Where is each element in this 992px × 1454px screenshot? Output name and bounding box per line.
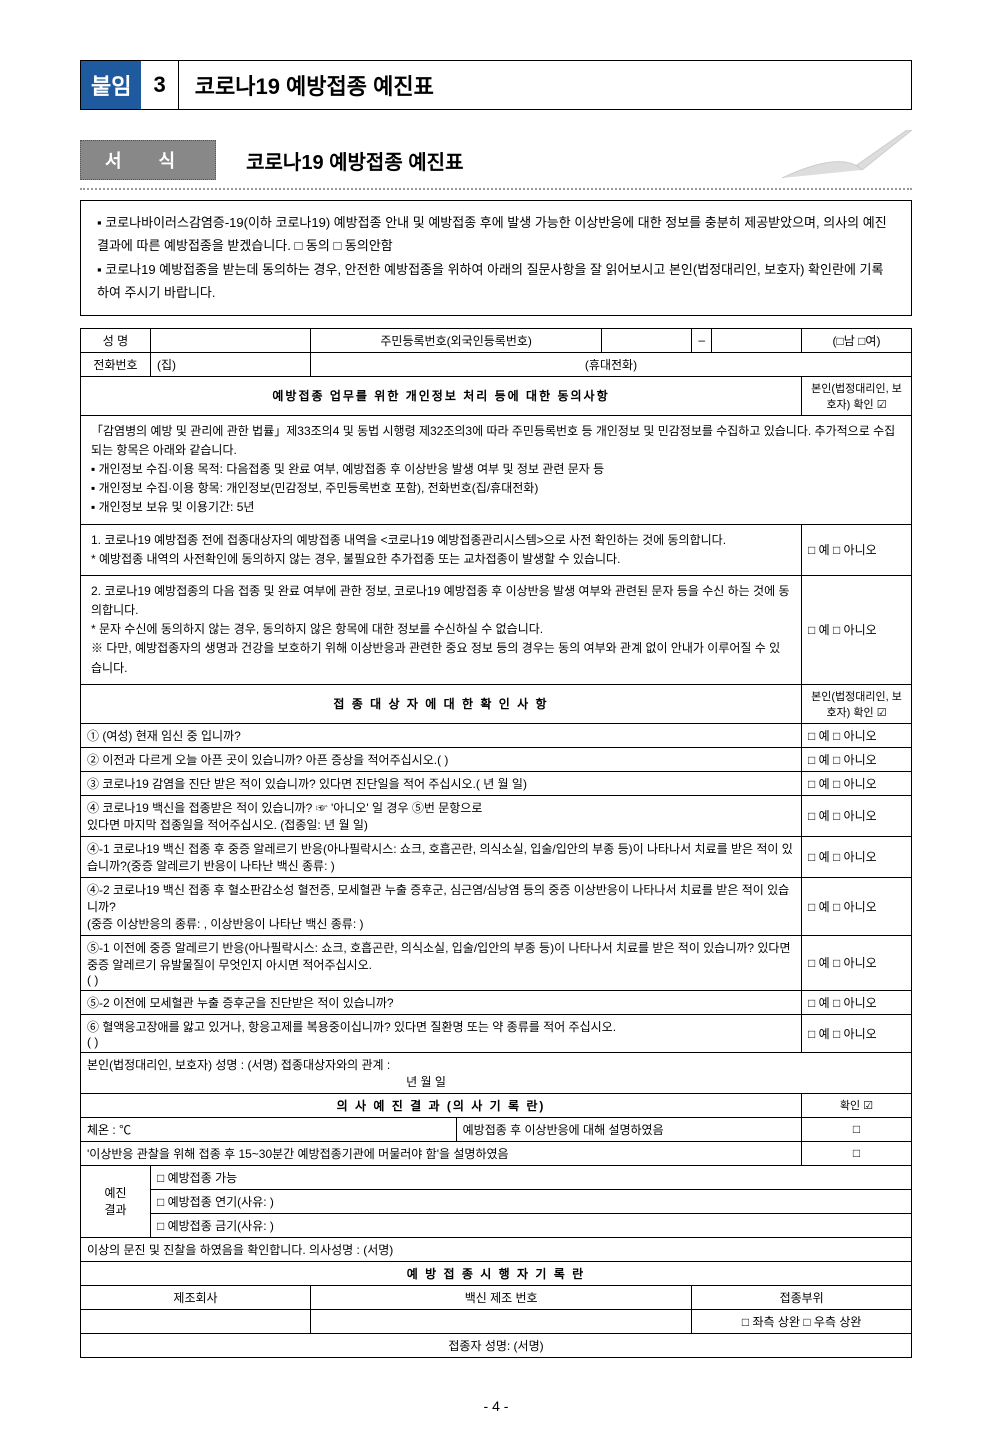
q4-2: ④-2 코로나19 백신 접종 후 혈소판감소성 혈전증, 모세혈관 누출 증후… — [81, 877, 802, 935]
name-label: 성 명 — [81, 328, 151, 352]
phone-mobile-label: (휴대전화) — [311, 352, 912, 376]
privacy-yn-1[interactable]: □ 예 □ 아니오 — [802, 524, 912, 575]
subject-confirm-header: 본인(법정대리인, 보호자) 확인 ☑ — [802, 684, 912, 723]
form-title-row: 서 식 코로나19 예방접종 예진표 — [80, 140, 912, 180]
result-label: 예진 결과 — [81, 1165, 151, 1237]
sign-date: 년 월 일 — [87, 1073, 905, 1090]
attachment-number: 3 — [141, 61, 178, 109]
phone-label: 전화번호 — [81, 352, 151, 376]
q6: ⑥ 혈액응고장애를 앓고 있거나, 항응고제를 복용중이십니까? 있다면 질환명… — [81, 1014, 802, 1052]
rrn-field-1[interactable] — [602, 328, 692, 352]
privacy-c1b: * 예방접종 내역의 사전확인에 동의하지 않는 경우, 불필요한 추가접종 또… — [91, 550, 791, 569]
privacy-intro-text: 「감염병의 예방 및 관리에 관한 법률」제33조의4 및 동법 시행령 제32… — [91, 422, 901, 460]
subject-header: 접 종 대 상 자 에 대 한 확 인 사 항 — [81, 684, 802, 723]
privacy-header: 예방접종 업무를 위한 개인정보 처리 등에 대한 동의사항 — [81, 376, 802, 415]
wait-check[interactable]: □ — [802, 1141, 912, 1165]
q42-text: ④-2 코로나19 백신 접종 후 혈소판감소성 혈전증, 모세혈관 누출 증후… — [87, 881, 795, 915]
attachment-title: 코로나19 예방접종 예진표 — [179, 61, 911, 109]
privacy-yn-2[interactable]: □ 예 □ 아니오 — [802, 575, 912, 684]
consent-line-2: 코로나19 예방접종을 받는데 동의하는 경우, 안전한 예방접종을 위하여 아… — [97, 258, 895, 305]
form-badge: 서 식 — [80, 140, 216, 180]
privacy-c1a: 1. 코로나19 예방접종 전에 접종대상자의 예방접종 내역을 <코로나19 … — [91, 531, 791, 550]
privacy-c2c: ※ 다만, 예방접종자의 생명과 건강을 보호하기 위해 이상반응과 관련한 중… — [91, 639, 791, 677]
q6-sub: ( ) — [87, 1035, 795, 1049]
q51-sub: ( ) — [87, 973, 795, 987]
doctor-header: 의 사 예 진 결 과 (의 사 기 록 란) — [81, 1093, 802, 1117]
rrn-label: 주민등록번호(외국인등록번호) — [311, 328, 602, 352]
q2: ② 이전과 다르게 오늘 아픈 곳이 있습니까? 아픈 증상을 적어주십시오.(… — [81, 747, 802, 771]
result-3[interactable]: □ 예방접종 금기(사유: ) — [151, 1213, 912, 1237]
q6-yn[interactable]: □ 예 □ 아니오 — [802, 1014, 912, 1052]
q6-text: ⑥ 혈액응고장애를 앓고 있거나, 항응고제를 복용중이십니까? 있다면 질환명… — [87, 1018, 795, 1035]
privacy-consent-1: 1. 코로나19 예방접종 전에 접종대상자의 예방접종 내역을 <코로나19 … — [81, 524, 802, 575]
privacy-bullet-3: ▪ 개인정보 보유 및 이용기간: 5년 — [91, 498, 901, 517]
rrn-field-2[interactable] — [712, 328, 802, 352]
q2-yn[interactable]: □ 예 □ 아니오 — [802, 747, 912, 771]
page-number: - 4 - — [80, 1398, 912, 1414]
name-field[interactable] — [151, 328, 311, 352]
q51-text: ⑤-1 이전에 중증 알레르기 반응(아나필락시스: 쇼크, 호흡곤란, 의식소… — [87, 939, 795, 973]
q51-yn[interactable]: □ 예 □ 아니오 — [802, 935, 912, 990]
privacy-bullet-2: ▪ 개인정보 수집·이용 항목: 개인정보(민감정보, 주민등록번호 포함), … — [91, 479, 901, 498]
q4-text: ④ 코로나19 백신을 접종받은 적이 있습니까? ☞ '아니오' 일 경우 ⑤… — [87, 799, 795, 816]
q1: ① (여성) 현재 임신 중 입니까? — [81, 723, 802, 747]
q3-yn[interactable]: □ 예 □ 아니오 — [802, 771, 912, 795]
q42-yn[interactable]: □ 예 □ 아니오 — [802, 877, 912, 935]
q4-sub: 있다면 마지막 접종일을 적어주십시오. (접종일: 년 월 일) — [87, 816, 795, 833]
privacy-consent-2: 2. 코로나19 예방접종의 다음 접종 및 완료 여부에 관한 정보, 코로나… — [81, 575, 802, 684]
phone-home-label: (집) — [151, 352, 311, 376]
q4: ④ 코로나19 백신을 접종받은 적이 있습니까? ☞ '아니오' 일 경우 ⑤… — [81, 795, 802, 836]
privacy-intro: 「감염병의 예방 및 관리에 관한 법률」제33조의4 및 동법 시행령 제32… — [81, 415, 912, 524]
consent-info-box: 코로나바이러스감염증-19(이하 코로나19) 예방접종 안내 및 예방접종 후… — [80, 200, 912, 316]
maker-label: 제조회사 — [81, 1285, 311, 1309]
rrn-dash: – — [692, 328, 712, 352]
q41-yn[interactable]: □ 예 □ 아니오 — [802, 836, 912, 877]
attachment-header: 붙임 3 코로나19 예방접종 예진표 — [80, 60, 912, 110]
arms-checkbox[interactable]: □ 좌측 상완 □ 우측 상완 — [692, 1309, 912, 1333]
q3: ③ 코로나19 감염을 진단 받은 적이 있습니까? 있다면 진단일을 적어 주… — [81, 771, 802, 795]
gender-checkbox[interactable]: (□남 □여) — [802, 328, 912, 352]
pen-icon — [782, 130, 912, 180]
doctor-confirm-header: 확인 ☑ — [802, 1093, 912, 1117]
consent-line-1: 코로나바이러스감염증-19(이하 코로나19) 예방접종 안내 및 예방접종 후… — [97, 211, 895, 258]
privacy-c2a: 2. 코로나19 예방접종의 다음 접종 및 완료 여부에 관한 정보, 코로나… — [91, 582, 791, 620]
privacy-confirm-header: 본인(법정대리인, 보호자) 확인 ☑ — [802, 376, 912, 415]
q52-yn[interactable]: □ 예 □ 아니오 — [802, 990, 912, 1014]
privacy-c2b: * 문자 수신에 동의하지 않는 경우, 동의하지 않은 항목에 대한 정보를 … — [91, 620, 791, 639]
temp-field[interactable]: 체온 : ℃ — [81, 1117, 457, 1141]
q5-1: ⑤-1 이전에 중증 알레르기 반응(아나필락시스: 쇼크, 호흡곤란, 의식소… — [81, 935, 802, 990]
maker-field[interactable] — [81, 1309, 311, 1333]
result-1[interactable]: □ 예방접종 가능 — [151, 1165, 912, 1189]
result-2[interactable]: □ 예방접종 연기(사유: ) — [151, 1189, 912, 1213]
doctor-sign[interactable]: 이상의 문진 및 진찰을 하였음을 확인합니다. 의사성명 : (서명) — [81, 1237, 912, 1261]
attachment-badge: 붙임 — [81, 61, 141, 109]
lot-field[interactable] — [311, 1309, 692, 1333]
form-title: 코로나19 예방접종 예진표 — [246, 146, 463, 175]
q4-1: ④-1 코로나19 백신 접종 후 중증 알레르기 반응(아나필락시스: 쇼크,… — [81, 836, 802, 877]
explain-field: 예방접종 후 이상반응에 대해 설명하였음 — [456, 1117, 801, 1141]
admin-sign[interactable]: 접종자 성명: (서명) — [81, 1333, 912, 1357]
privacy-bullet-1: ▪ 개인정보 수집·이용 목적: 다음접종 및 완료 여부, 예방접종 후 이상… — [91, 460, 901, 479]
main-form-table: 성 명 주민등록번호(외국인등록번호) – (□남 □여) 전화번호 (집) (… — [80, 328, 912, 1358]
q42-sub: (중증 이상반응의 종류: , 이상반응이 나타난 백신 종류: ) — [87, 915, 795, 932]
q4-yn[interactable]: □ 예 □ 아니오 — [802, 795, 912, 836]
sign-line: 본인(법정대리인, 보호자) 성명 : (서명) 접종대상자와의 관계 : — [87, 1056, 905, 1073]
lot-label: 백신 제조 번호 — [311, 1285, 692, 1309]
q1-yn[interactable]: □ 예 □ 아니오 — [802, 723, 912, 747]
explain-check[interactable]: □ — [802, 1117, 912, 1141]
subject-signature[interactable]: 본인(법정대리인, 보호자) 성명 : (서명) 접종대상자와의 관계 : 년 … — [81, 1052, 912, 1093]
wait-field: '이상반응 관찰을 위해 접종 후 15~30분간 예방접종기관에 머물러야 함… — [81, 1141, 802, 1165]
admin-header: 예 방 접 종 시 행 자 기 록 란 — [81, 1261, 912, 1285]
divider — [80, 188, 912, 190]
site-label: 접종부위 — [692, 1285, 912, 1309]
q5-2: ⑤-2 이전에 모세혈관 누출 증후군을 진단받은 적이 있습니까? — [81, 990, 802, 1014]
